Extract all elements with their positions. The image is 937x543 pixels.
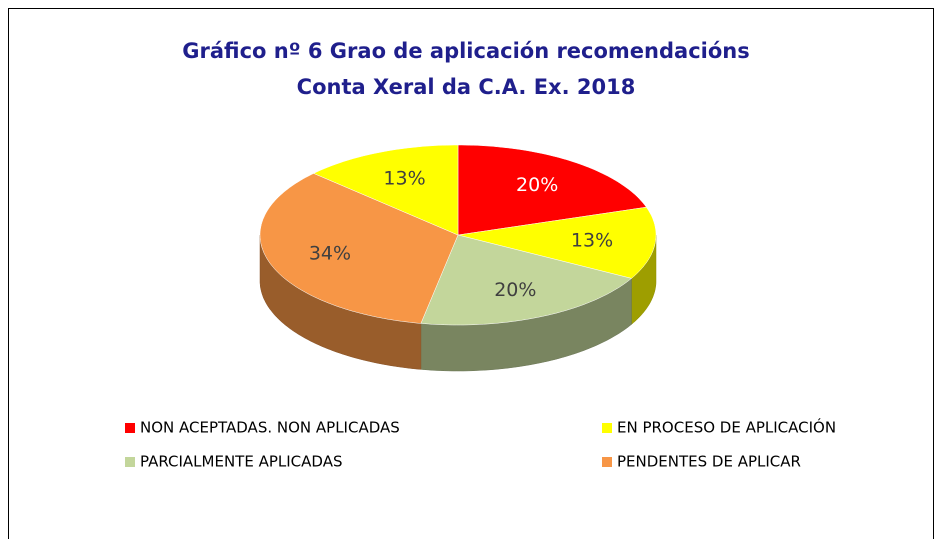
chart-title: Gráfico nº 6 Grao de aplicación recomend… [182,39,749,63]
data-label: 13% [383,167,425,189]
pie-slice [457,206,657,279]
legend-label: EN PROCESO DE APLICACIÓN [617,418,836,437]
data-label: 20% [516,174,558,196]
data-label: 34% [309,242,351,264]
chart-subtitle: Conta Xeral da C.A. Ex. 2018 [297,75,636,99]
pie-slice [259,173,459,324]
legend-swatch [602,423,612,433]
pie-slice [457,144,647,236]
legend-swatch [602,457,612,467]
legend-label: NON ACEPTADAS. NON APLICADAS [140,419,400,437]
legend-swatch [125,423,135,433]
legend-label: PARCIALMENTE APLICADAS [140,453,342,471]
data-label: 20% [494,279,536,301]
data-label: 13% [571,229,613,251]
legend-label: PENDENTES DE APLICAR [617,453,801,471]
pie-slice [420,234,633,326]
legend-swatch [125,457,135,467]
pie-slice [313,144,459,236]
